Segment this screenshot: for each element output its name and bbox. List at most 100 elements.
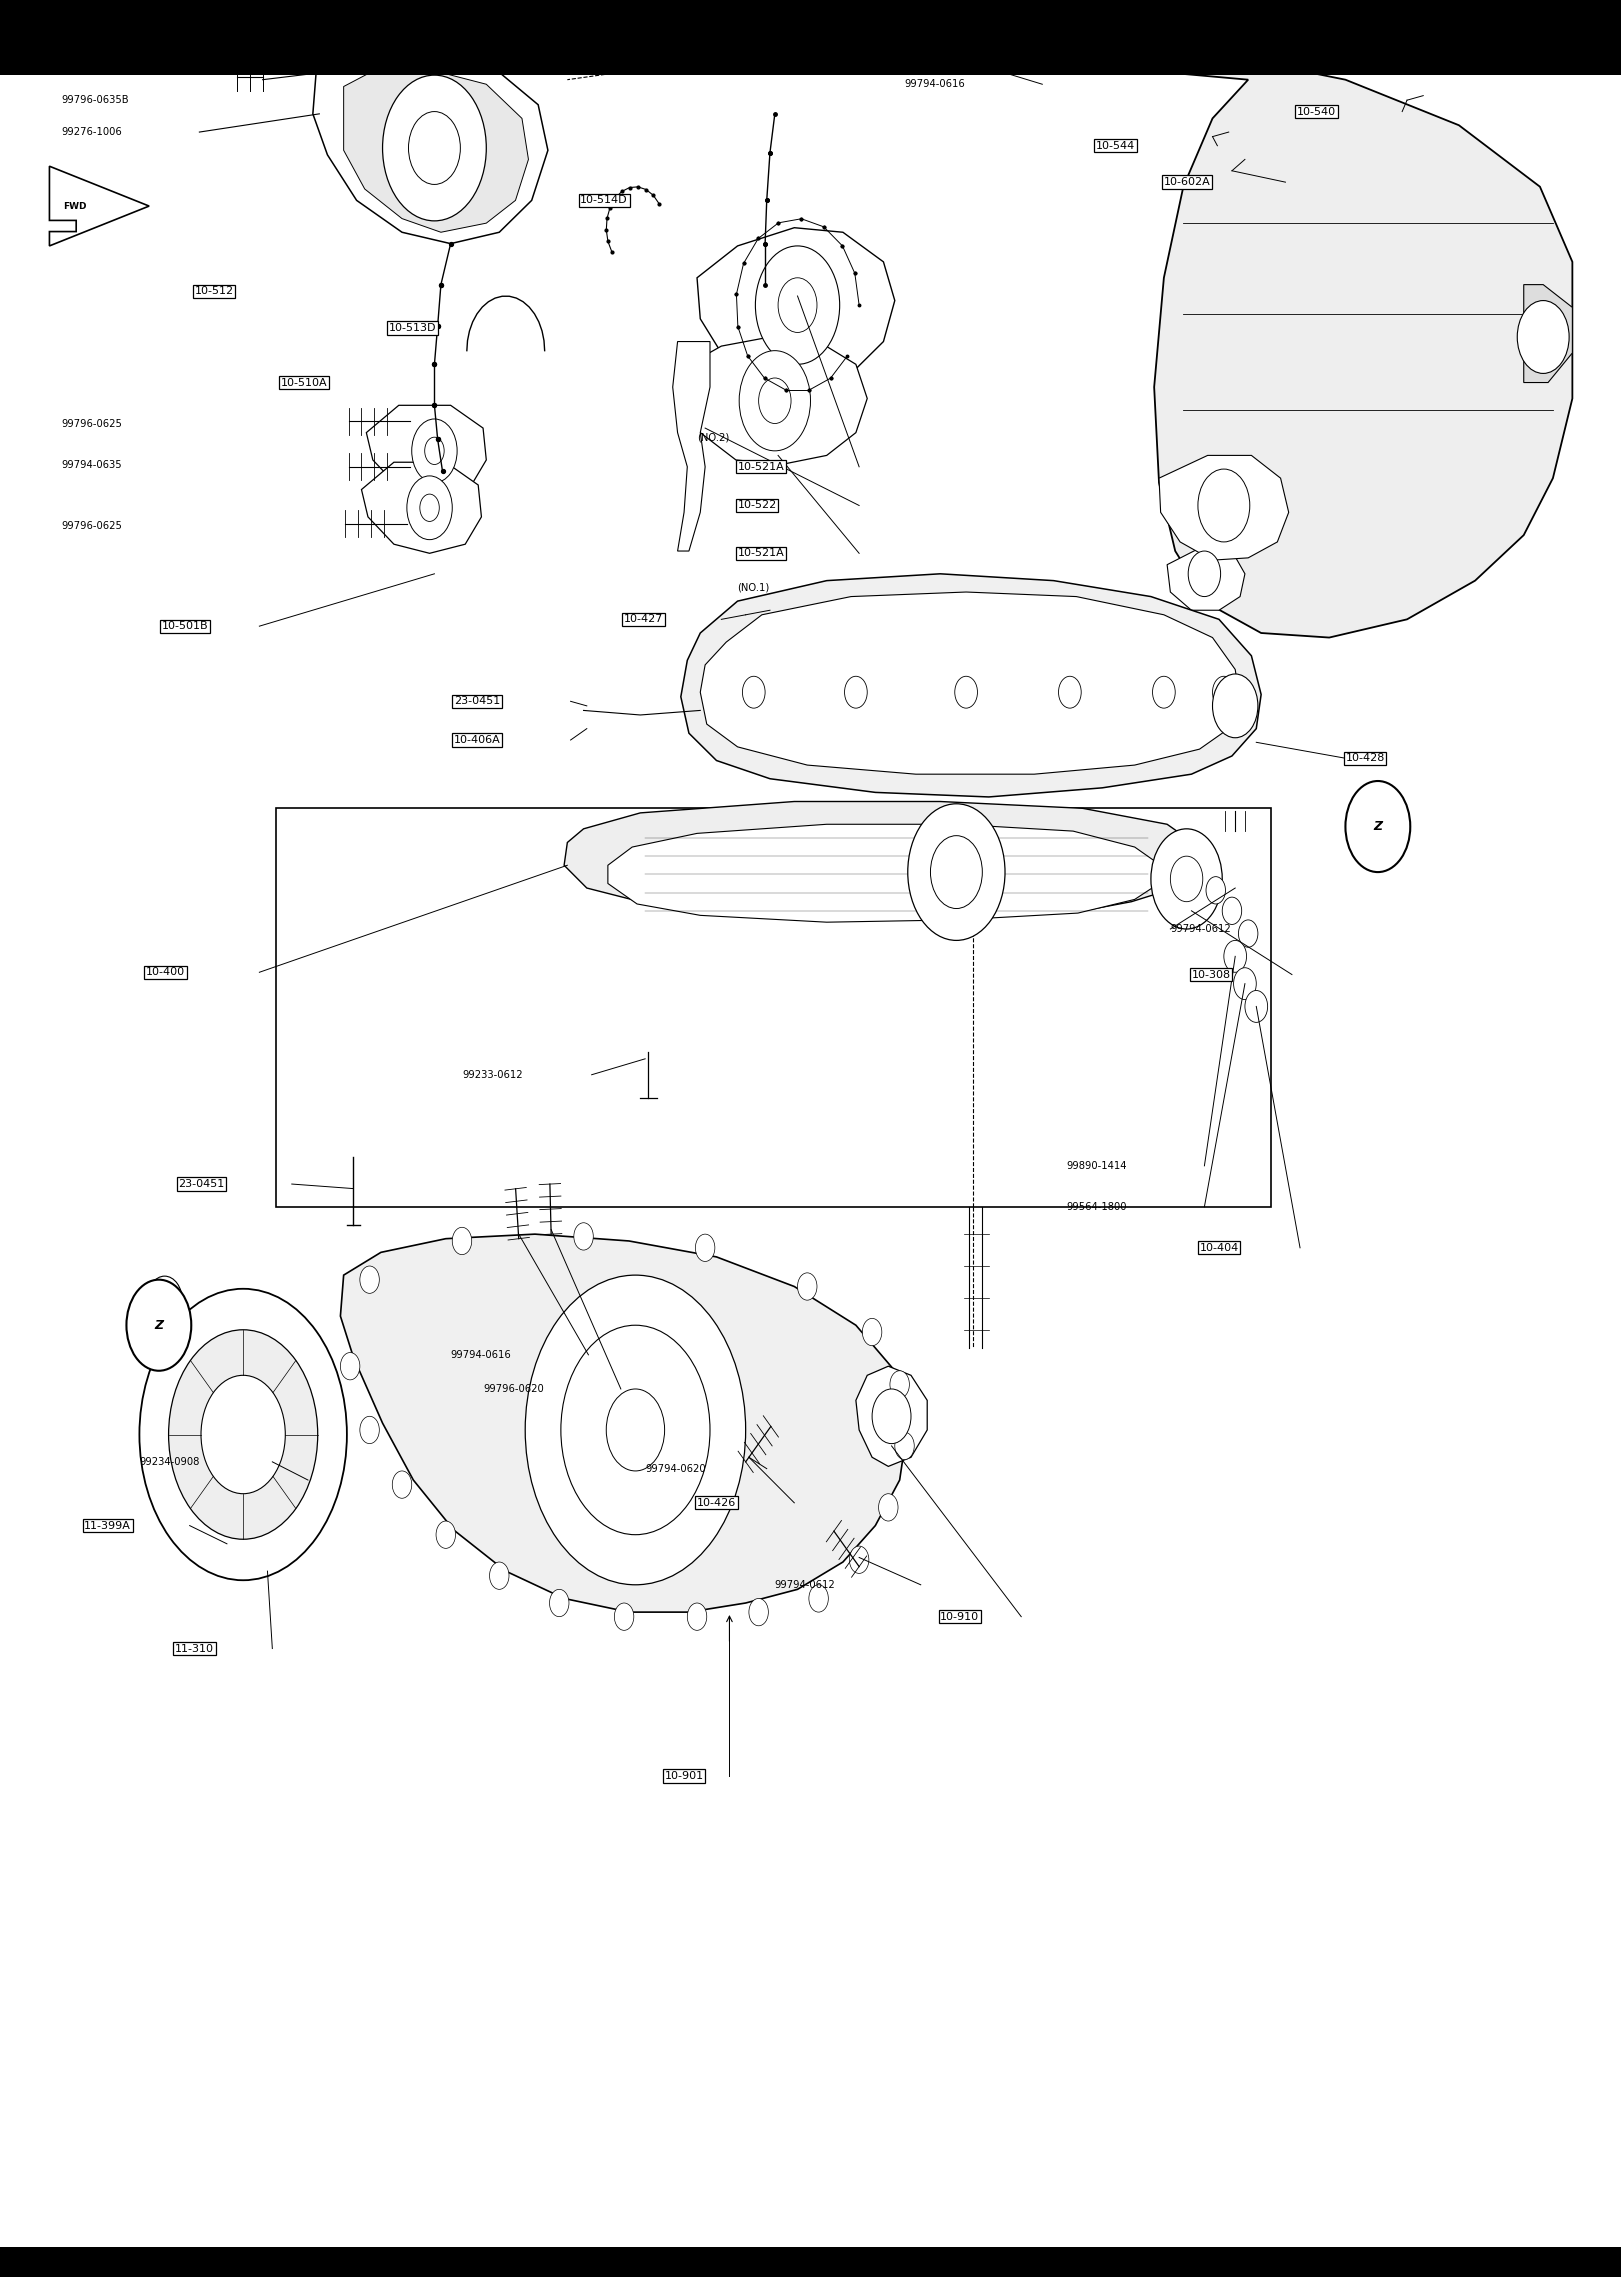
Circle shape — [1188, 551, 1221, 597]
Bar — [276, 808, 1271, 1207]
Text: 99794-0620: 99794-0620 — [645, 1464, 705, 1473]
Text: 10-308: 10-308 — [1191, 970, 1230, 979]
Circle shape — [1059, 676, 1081, 708]
Polygon shape — [564, 802, 1200, 915]
Text: 10-602A: 10-602A — [1164, 178, 1211, 187]
Circle shape — [742, 676, 765, 708]
Circle shape — [687, 1603, 707, 1630]
Text: 99796-0620: 99796-0620 — [483, 1384, 543, 1394]
Text: 10-514D: 10-514D — [580, 196, 627, 205]
Circle shape — [739, 351, 810, 451]
Circle shape — [340, 1353, 360, 1380]
Circle shape — [550, 1589, 569, 1617]
Circle shape — [862, 1318, 882, 1346]
Text: Z: Z — [154, 1318, 164, 1332]
Text: 99796-0625: 99796-0625 — [62, 521, 123, 531]
Text: 99794-0635: 99794-0635 — [62, 460, 122, 469]
Circle shape — [895, 1432, 914, 1460]
Circle shape — [1198, 469, 1250, 542]
Polygon shape — [681, 574, 1261, 797]
Text: 10-510A: 10-510A — [280, 378, 327, 387]
Circle shape — [1170, 856, 1203, 902]
Circle shape — [126, 1280, 191, 1371]
Text: 99794-0612: 99794-0612 — [1170, 924, 1230, 934]
Circle shape — [412, 419, 457, 483]
Text: 10-501B: 10-501B — [162, 622, 209, 631]
Text: 99796-0625: 99796-0625 — [62, 419, 123, 428]
Polygon shape — [681, 337, 867, 465]
Bar — [0, 2250, 1621, 2277]
Circle shape — [955, 676, 977, 708]
Circle shape — [1213, 676, 1235, 708]
Text: 10-404: 10-404 — [1200, 1243, 1238, 1252]
Text: 11-399A: 11-399A — [84, 1521, 131, 1530]
Text: (NO.2): (NO.2) — [697, 433, 729, 442]
Polygon shape — [856, 1366, 927, 1466]
Text: 10-522: 10-522 — [738, 501, 776, 510]
Circle shape — [809, 1585, 828, 1612]
Polygon shape — [361, 462, 481, 553]
Circle shape — [778, 278, 817, 332]
Polygon shape — [1524, 285, 1572, 383]
Polygon shape — [313, 52, 548, 244]
Circle shape — [879, 1494, 898, 1521]
Text: 99794-0616: 99794-0616 — [905, 80, 964, 89]
Text: 10-428: 10-428 — [1345, 754, 1384, 763]
Circle shape — [606, 1389, 665, 1471]
Text: 10-512: 10-512 — [195, 287, 233, 296]
Circle shape — [420, 494, 439, 521]
Text: 10-910: 10-910 — [940, 1612, 979, 1621]
Polygon shape — [1159, 455, 1289, 560]
Circle shape — [360, 1416, 379, 1444]
Polygon shape — [366, 405, 486, 496]
Text: 10-513D: 10-513D — [389, 323, 436, 332]
Text: 23-0451: 23-0451 — [178, 1179, 225, 1189]
Bar — [0, 2247, 1621, 2277]
Circle shape — [383, 75, 486, 221]
Circle shape — [1213, 674, 1258, 738]
Circle shape — [849, 1546, 869, 1573]
Circle shape — [1224, 940, 1247, 972]
Bar — [0, 0, 1621, 75]
Text: 11-310: 11-310 — [175, 1644, 214, 1653]
Polygon shape — [1167, 546, 1245, 610]
Circle shape — [1517, 301, 1569, 373]
Circle shape — [561, 1325, 710, 1535]
Circle shape — [201, 1375, 285, 1494]
Circle shape — [525, 1275, 746, 1585]
Text: 23-0451: 23-0451 — [454, 697, 501, 706]
Circle shape — [1151, 829, 1222, 929]
Circle shape — [148, 1275, 183, 1325]
Polygon shape — [700, 592, 1240, 774]
Polygon shape — [49, 166, 149, 246]
Circle shape — [872, 1389, 911, 1444]
Text: 10-901: 10-901 — [665, 1772, 704, 1781]
Circle shape — [749, 1598, 768, 1626]
Circle shape — [1153, 676, 1175, 708]
Circle shape — [425, 437, 444, 465]
Text: 99276-1006: 99276-1006 — [62, 128, 122, 137]
Text: 10-427: 10-427 — [624, 615, 663, 624]
Circle shape — [436, 1521, 456, 1548]
Circle shape — [139, 1289, 347, 1580]
Text: 99794-0616: 99794-0616 — [451, 1350, 511, 1359]
Circle shape — [392, 1471, 412, 1498]
Circle shape — [759, 378, 791, 424]
Polygon shape — [344, 68, 528, 232]
Text: 10-540: 10-540 — [1297, 107, 1336, 116]
Text: FWD: FWD — [63, 203, 86, 209]
Circle shape — [490, 1562, 509, 1589]
Text: 10-406A: 10-406A — [454, 735, 501, 745]
Circle shape — [1245, 990, 1268, 1022]
Circle shape — [930, 836, 982, 909]
Text: (NO.1): (NO.1) — [738, 583, 770, 592]
Circle shape — [695, 1234, 715, 1261]
Text: 99890-1414: 99890-1414 — [1067, 1161, 1127, 1170]
Circle shape — [1206, 877, 1225, 904]
Circle shape — [407, 476, 452, 540]
Text: 10-400: 10-400 — [146, 968, 185, 977]
Text: 99234-0908: 99234-0908 — [139, 1457, 199, 1466]
Text: 99564-1800: 99564-1800 — [1067, 1202, 1127, 1211]
Polygon shape — [340, 1234, 908, 1612]
Circle shape — [360, 1266, 379, 1293]
